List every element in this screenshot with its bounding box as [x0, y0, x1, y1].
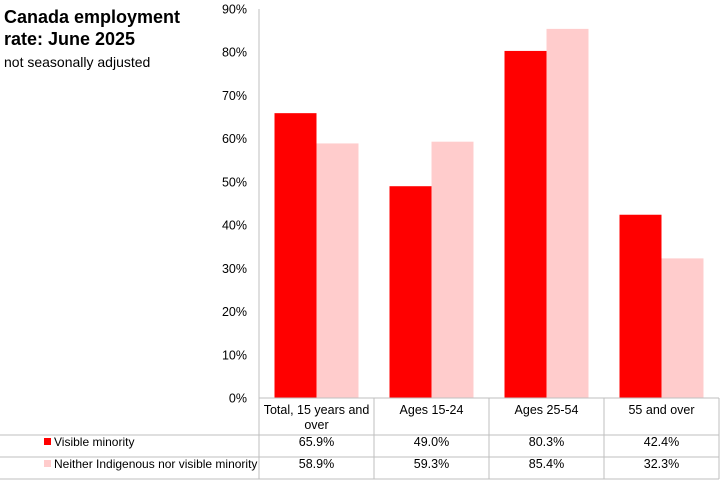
legend-label: Visible minority — [54, 435, 134, 449]
data-label: 65.9% — [299, 435, 334, 449]
data-label: 49.0% — [414, 435, 449, 449]
y-tick-label: 40% — [222, 219, 247, 233]
y-tick-label: 50% — [222, 175, 247, 189]
y-tick-label: 30% — [222, 262, 247, 276]
data-label: 80.3% — [529, 435, 564, 449]
bar-visible-minority-3 — [619, 214, 662, 398]
y-tick-label: 20% — [222, 305, 247, 319]
x-tick-label: Ages 15-24 — [400, 403, 464, 417]
y-tick-label: 90% — [222, 3, 247, 17]
x-tick-label: Ages 25-54 — [515, 403, 579, 417]
bar-neither-2 — [546, 28, 589, 398]
data-label: 42.4% — [644, 435, 679, 449]
legend-label: Neither Indigenous nor visible minority — [54, 457, 257, 471]
legend-swatch-0 — [44, 438, 51, 445]
bar-visible-minority-2 — [504, 50, 547, 398]
bar-neither-0 — [316, 143, 359, 398]
data-label: 85.4% — [529, 457, 564, 471]
bar-neither-3 — [661, 258, 704, 398]
data-label: 32.3% — [644, 457, 679, 471]
x-tick-label: Total, 15 years and — [264, 403, 370, 417]
y-tick-label: 80% — [222, 46, 247, 60]
chart-title: Canada employment rate: June 2025 — [4, 7, 181, 49]
data-label: 59.3% — [414, 457, 449, 471]
y-tick-label: 0% — [229, 392, 247, 406]
bar-visible-minority-0 — [274, 113, 317, 398]
bar-neither-1 — [431, 141, 474, 399]
x-tick-label: over — [304, 418, 328, 432]
data-label: 58.9% — [299, 457, 334, 471]
y-tick-label: 60% — [222, 132, 247, 146]
x-tick-label: 55 and over — [628, 403, 694, 417]
legend-swatch-1 — [44, 460, 51, 467]
bar-visible-minority-1 — [389, 186, 432, 398]
chart-subtitle: not seasonally adjusted — [4, 54, 151, 70]
y-tick-label: 70% — [222, 89, 247, 103]
y-tick-label: 10% — [222, 348, 247, 362]
